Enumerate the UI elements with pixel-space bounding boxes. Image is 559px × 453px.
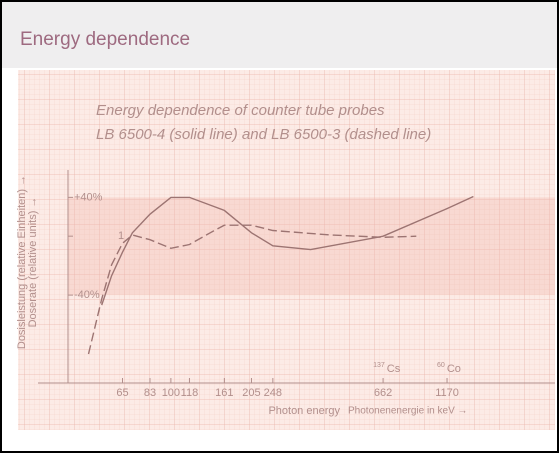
isotope-label: 60 Co <box>437 362 461 375</box>
y-axis-title: Dosisleistung (relative Einheiten) → <box>16 175 28 349</box>
x-tick-label: 662 <box>374 387 392 399</box>
x-axis-title: Photon energy <box>268 405 340 417</box>
y-tick-label: -40% <box>74 289 100 301</box>
chart-title: Energy dependence of counter tube probes <box>96 102 385 119</box>
header-title: Energy dependence <box>20 29 190 50</box>
x-tick-label: 118 <box>181 387 199 399</box>
isotope-symbol: Cs <box>387 363 401 375</box>
isotope-symbol: Co <box>447 363 461 375</box>
chart-subtitle: LB 6500-4 (solid line) and LB 6500-3 (da… <box>96 126 431 143</box>
tolerance-band <box>68 197 555 296</box>
isotope-mass: 137 <box>373 362 385 369</box>
x-tick-label: 65 <box>116 387 128 399</box>
x-tick-label: 83 <box>144 387 156 399</box>
y-tick-label: +40% <box>74 191 103 203</box>
y-tick-label: 1 <box>118 230 124 242</box>
x-tick-label: 248 <box>264 387 282 399</box>
x-tick-label: 1170 <box>435 387 459 399</box>
isotope-mass: 60 <box>437 362 445 369</box>
y-axis-title: Doserate (relative units) → <box>27 197 39 328</box>
x-axis-title: Photonenenergie in keV → <box>348 406 468 417</box>
x-tick-label: 100 <box>162 387 180 399</box>
x-tick-label: 205 <box>242 387 260 399</box>
graph-grid <box>18 70 555 430</box>
isotope-label: 137 Cs <box>373 362 401 375</box>
series-line <box>87 224 417 355</box>
series-line <box>101 195 474 306</box>
x-tick-label: 161 <box>215 387 233 399</box>
header-panel <box>2 2 557 68</box>
